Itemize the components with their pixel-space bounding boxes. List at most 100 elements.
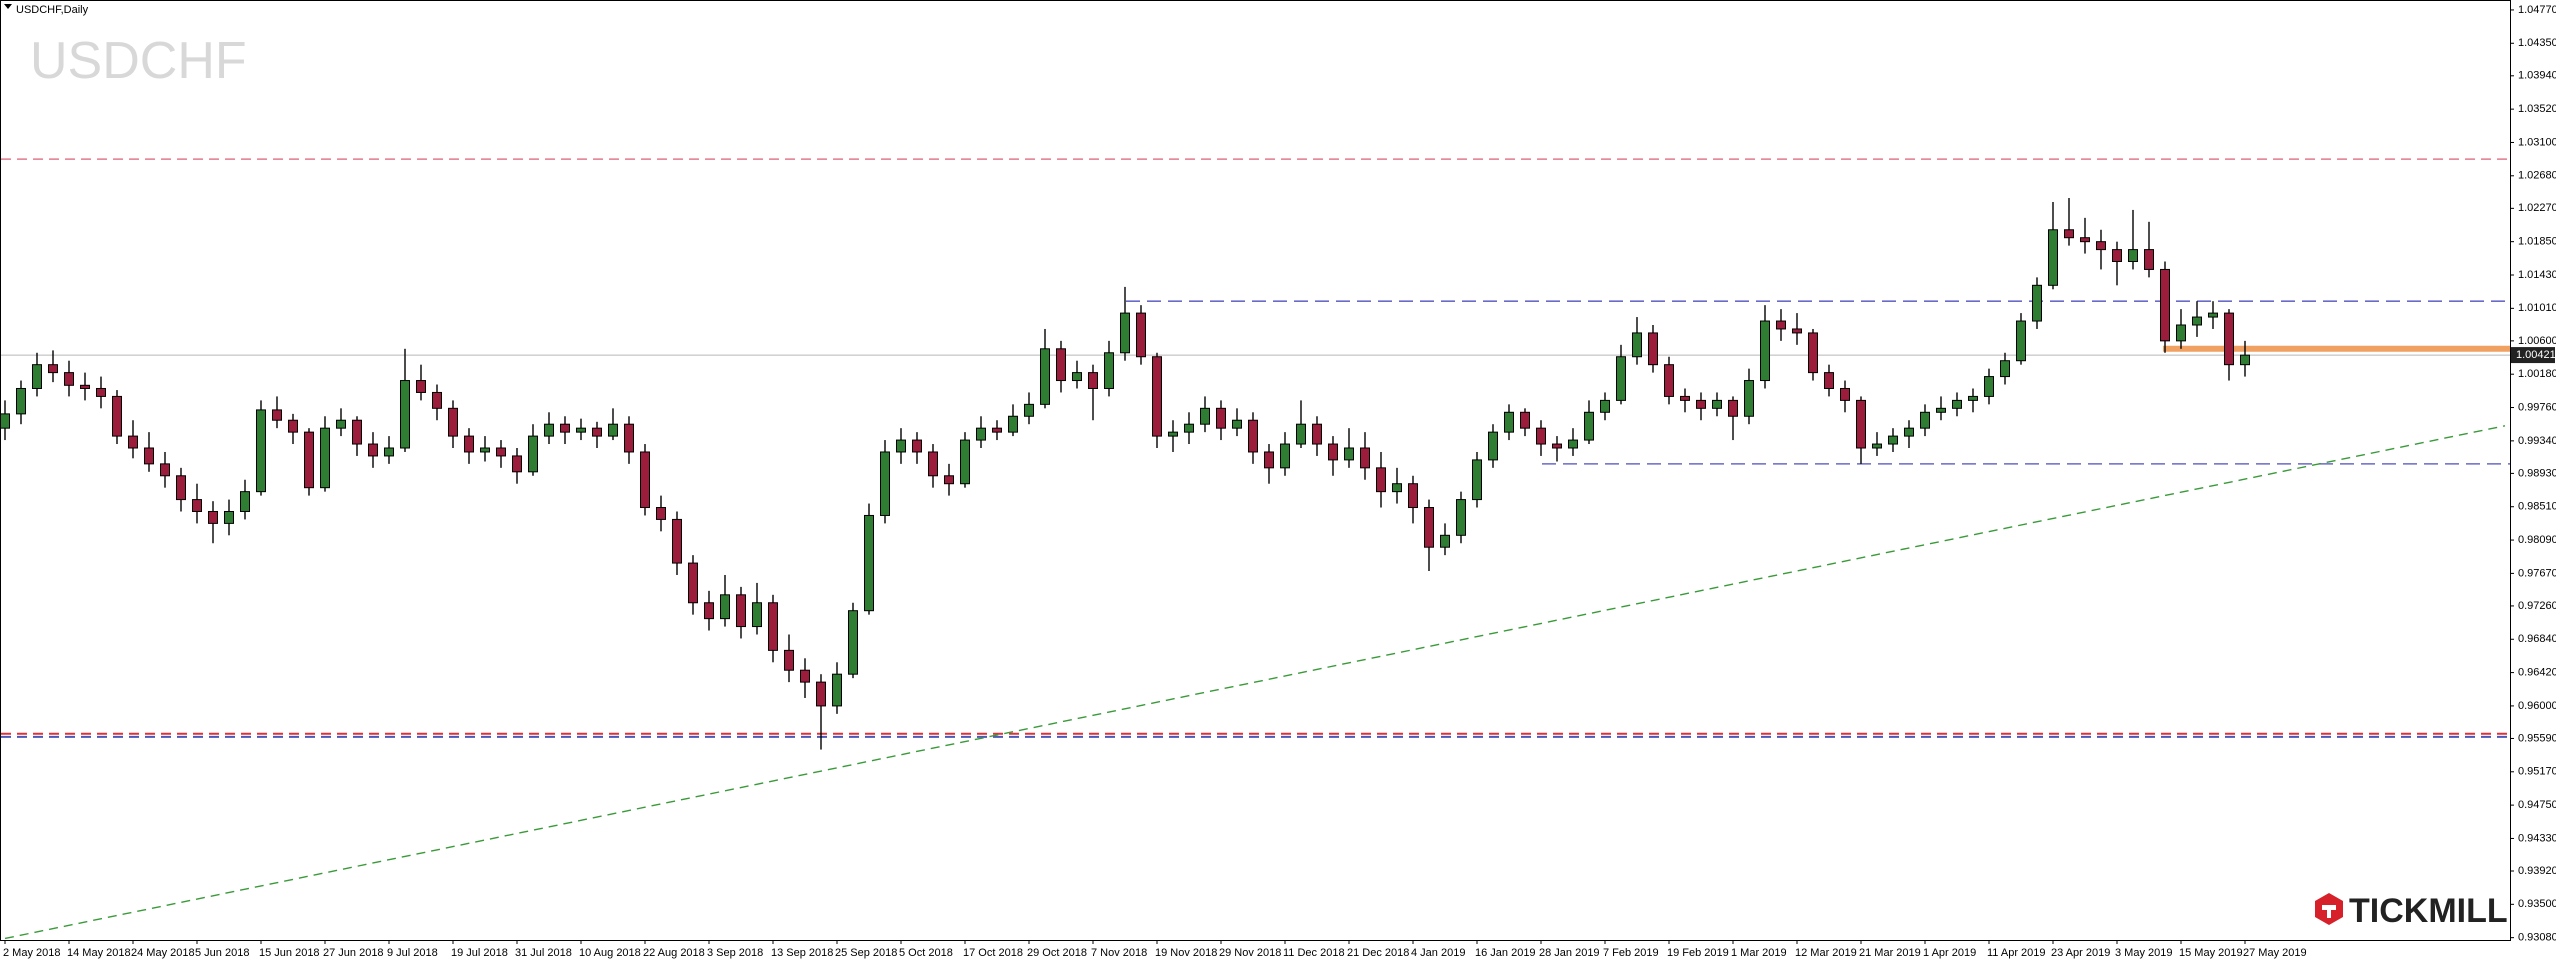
candle-body [1088, 372, 1098, 389]
y-tick-label: 1.03520 [2518, 103, 2556, 115]
candle-body [1312, 423, 1322, 445]
x-tick-label: 28 Jan 2019 [1539, 947, 1600, 959]
candle-body [848, 610, 858, 675]
x-tick-label: 13 Sep 2018 [771, 947, 833, 959]
candle-body [2064, 229, 2074, 239]
candle-body [192, 499, 202, 512]
candle-body [1264, 451, 1274, 469]
y-tick-label: 1.00600 [2518, 335, 2556, 347]
chart-title: USDCHF,Daily [16, 4, 89, 16]
y-tick-label: 1.02270 [2518, 202, 2556, 214]
x-tick-label: 7 Feb 2019 [1603, 947, 1659, 959]
candle-body [1472, 459, 1482, 501]
candle-body [1600, 399, 1610, 413]
candle-body [80, 384, 90, 389]
candle-body [976, 427, 986, 441]
candle-body [1520, 411, 1530, 429]
candle-body [1680, 395, 1690, 401]
candle-body [64, 372, 74, 386]
candle-body [1648, 332, 1658, 366]
candle-body [256, 409, 266, 493]
candle-body [528, 435, 538, 473]
candle-body [992, 427, 1002, 433]
candle-body [2224, 312, 2234, 366]
brand-name: TICKMILL [2349, 892, 2508, 930]
candle-body [944, 475, 954, 485]
y-tick-label: 0.94330 [2518, 832, 2556, 844]
x-tick-label: 2 May 2018 [3, 947, 60, 959]
candle-body [32, 364, 42, 389]
trend-line [4, 425, 2506, 940]
candle-body [1296, 423, 1306, 445]
candle-body [272, 409, 282, 421]
candle-body [144, 447, 154, 465]
candle-body [1328, 443, 1338, 461]
candle-body [1280, 443, 1290, 469]
candle-body [1616, 356, 1626, 401]
x-tick-label: 16 Jan 2019 [1475, 947, 1536, 959]
candle-body [800, 669, 810, 683]
candles-layer [0, 198, 2250, 750]
candle-body [1632, 332, 1642, 358]
candle-body [1248, 419, 1258, 453]
candle-body [608, 423, 618, 437]
y-tick-label: 0.93500 [2518, 898, 2556, 910]
candle-body [1760, 320, 1770, 382]
y-tick-label: 0.95170 [2518, 766, 2556, 778]
candle-body [1424, 507, 1434, 548]
candle-body [432, 391, 442, 409]
candle-body [0, 413, 10, 429]
candle-body [384, 447, 394, 457]
candle-body [1120, 312, 1130, 354]
candle-body [112, 395, 122, 437]
levels-layer [1, 158, 2510, 940]
x-tick-label: 31 Jul 2018 [515, 947, 572, 959]
x-tick-label: 21 Mar 2019 [1859, 947, 1921, 959]
x-tick-label: 24 May 2018 [131, 947, 195, 959]
y-tick-label: 1.03100 [2518, 136, 2556, 148]
candle-body [768, 602, 778, 651]
candle-body [2112, 249, 2122, 263]
last-price-label: 1.00421 [2516, 349, 2556, 361]
candle-body [1440, 534, 1450, 548]
candle-body [1168, 431, 1178, 437]
candle-body [2176, 324, 2186, 342]
y-tick-label: 0.97670 [2518, 567, 2556, 579]
candle-body [1936, 407, 1946, 413]
y-tick-label: 1.01430 [2518, 269, 2556, 281]
candle-body [1824, 372, 1834, 389]
candle-body [288, 419, 298, 433]
y-tick-label: 1.04350 [2518, 37, 2556, 49]
x-tick-label: 7 Nov 2018 [1091, 947, 1147, 959]
candle-body [1360, 447, 1370, 469]
candle-body [1488, 431, 1498, 461]
candle-body [1808, 332, 1818, 374]
candle-body [752, 602, 762, 628]
candle-body [640, 451, 650, 509]
x-tick-label: 3 May 2019 [2115, 947, 2172, 959]
candle-body [1376, 467, 1386, 493]
x-tick-label: 27 Jun 2018 [323, 947, 384, 959]
x-tick-label: 29 Oct 2018 [1027, 947, 1087, 959]
candle-body [1792, 328, 1802, 334]
candle-body [1696, 399, 1706, 409]
candle-body [1888, 435, 1898, 445]
x-tick-label: 3 Sep 2018 [707, 947, 763, 959]
candle-body [1584, 411, 1594, 441]
candle-body [1856, 399, 1866, 449]
x-tick-label: 1 Mar 2019 [1731, 947, 1787, 959]
candle-body [1536, 427, 1546, 445]
y-tick-label: 0.95590 [2518, 732, 2556, 744]
x-tick-label: 29 Nov 2018 [1219, 947, 1281, 959]
x-tick-label: 11 Apr 2019 [1987, 947, 2046, 959]
candle-body [1728, 399, 1738, 417]
candle-body [2128, 249, 2138, 263]
x-tick-label: 15 Jun 2018 [259, 947, 320, 959]
candle-body [928, 451, 938, 477]
candle-body [480, 447, 490, 453]
candle-body [816, 681, 826, 707]
x-tick-label: 19 Feb 2019 [1667, 947, 1729, 959]
candle-body [2192, 316, 2202, 326]
x-tick-label: 22 Aug 2018 [643, 947, 705, 959]
